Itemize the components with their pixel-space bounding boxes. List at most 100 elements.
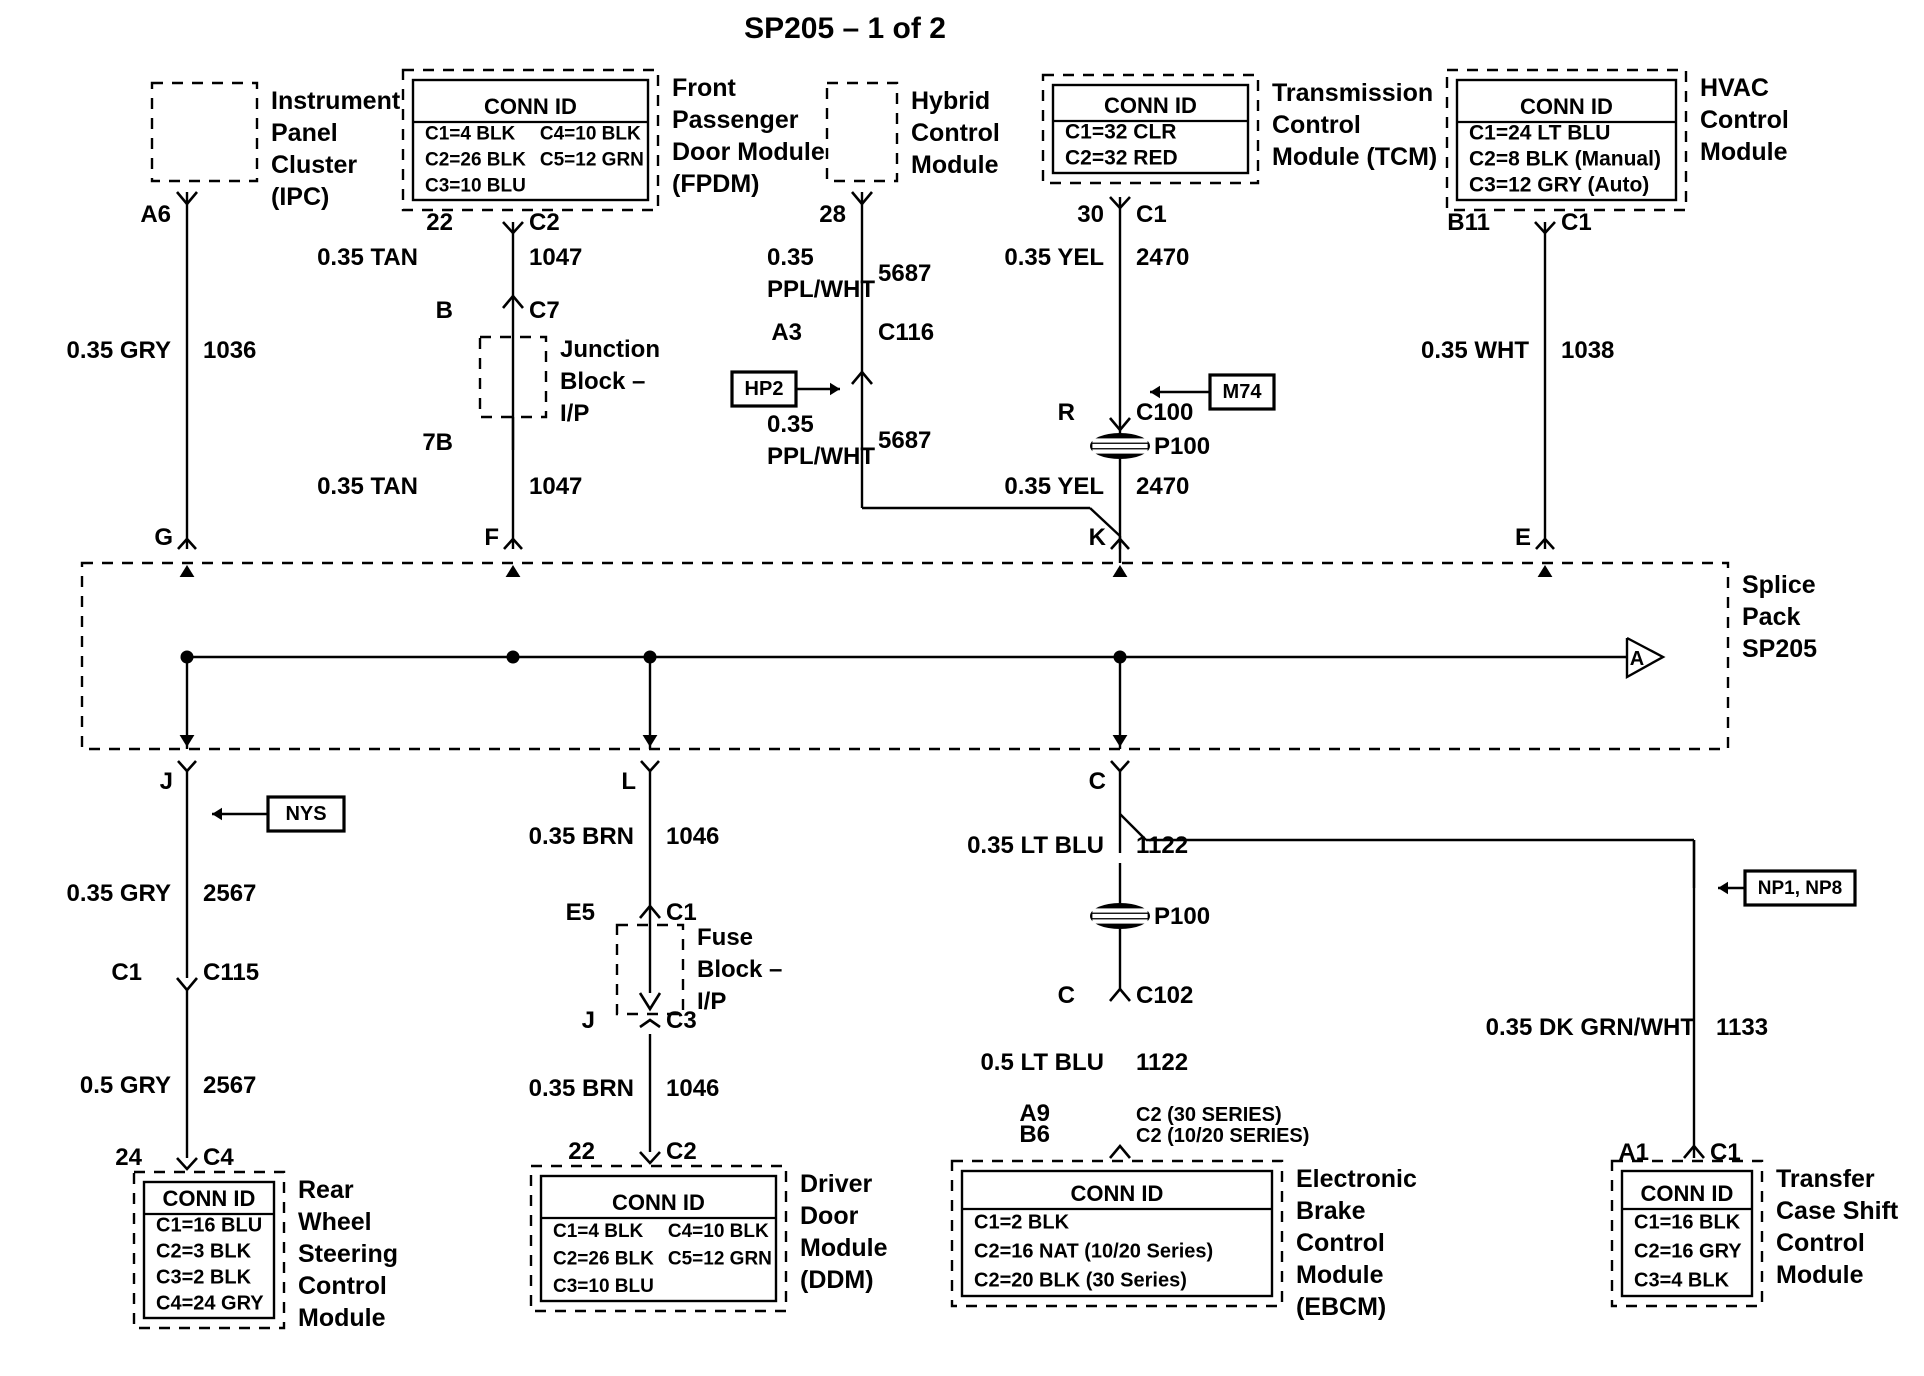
svg-text:Fuse: Fuse xyxy=(697,924,753,951)
svg-text:2567: 2567 xyxy=(203,1072,256,1099)
svg-text:Transfer: Transfer xyxy=(1776,1165,1875,1193)
svg-text:7B: 7B xyxy=(422,429,453,456)
svg-text:C4=10 BLK: C4=10 BLK xyxy=(540,124,641,145)
svg-text:30: 30 xyxy=(1077,201,1104,228)
svg-text:0.5 LT BLU: 0.5 LT BLU xyxy=(980,1049,1104,1076)
svg-text:C115: C115 xyxy=(203,959,259,986)
svg-text:CONN ID: CONN ID xyxy=(163,1186,256,1211)
svg-text:C4=10 BLK: C4=10 BLK xyxy=(668,1221,769,1242)
svg-text:Wheel: Wheel xyxy=(298,1208,372,1236)
svg-text:R: R xyxy=(1058,399,1075,426)
svg-text:C: C xyxy=(1089,768,1106,795)
svg-text:CONN ID: CONN ID xyxy=(612,1190,705,1215)
svg-text:C100: C100 xyxy=(1136,399,1193,426)
svg-text:0.5 GRY: 0.5 GRY xyxy=(80,1072,171,1099)
svg-text:1122: 1122 xyxy=(1136,1049,1188,1076)
svg-text:C3: C3 xyxy=(666,1007,697,1034)
svg-text:Module (TCM): Module (TCM) xyxy=(1272,143,1437,171)
svg-text:Block –: Block – xyxy=(697,956,782,983)
svg-text:0.35 GRY: 0.35 GRY xyxy=(67,880,172,907)
svg-text:1036: 1036 xyxy=(203,337,256,364)
svg-text:C3=10 BLU: C3=10 BLU xyxy=(425,176,526,197)
svg-text:C102: C102 xyxy=(1136,982,1193,1009)
svg-text:Passenger: Passenger xyxy=(672,106,799,134)
svg-text:C3=12 GRY (Auto): C3=12 GRY (Auto) xyxy=(1469,174,1649,197)
svg-text:1038: 1038 xyxy=(1561,337,1614,364)
svg-text:C3=4 BLK: C3=4 BLK xyxy=(1634,1270,1730,1292)
svg-text:5687: 5687 xyxy=(878,260,931,287)
svg-text:C2=32 RED: C2=32 RED xyxy=(1065,147,1178,170)
svg-text:C2: C2 xyxy=(529,209,560,236)
svg-text:Pack: Pack xyxy=(1742,603,1800,631)
svg-text:Instrument: Instrument xyxy=(271,87,401,115)
svg-text:Case Shift: Case Shift xyxy=(1776,1197,1899,1225)
svg-text:C116: C116 xyxy=(878,319,934,346)
svg-text:5687: 5687 xyxy=(878,427,931,454)
svg-text:Cluster: Cluster xyxy=(271,151,357,179)
svg-text:0.35 BRN: 0.35 BRN xyxy=(529,823,634,850)
svg-text:22: 22 xyxy=(426,209,453,236)
svg-text:C2=26 BLK: C2=26 BLK xyxy=(425,150,526,171)
svg-text:CONN ID: CONN ID xyxy=(1104,93,1197,118)
svg-text:Control: Control xyxy=(1700,106,1789,134)
svg-text:1133: 1133 xyxy=(1716,1014,1768,1041)
svg-text:E5: E5 xyxy=(566,899,595,926)
svg-text:1122: 1122 xyxy=(1136,832,1188,859)
svg-text:C4=24 GRY: C4=24 GRY xyxy=(156,1293,264,1315)
svg-text:2470: 2470 xyxy=(1136,244,1189,271)
svg-text:CONN ID: CONN ID xyxy=(1520,94,1613,119)
svg-text:Module: Module xyxy=(298,1304,386,1332)
svg-text:C1: C1 xyxy=(1561,209,1592,236)
svg-text:Driver: Driver xyxy=(800,1170,873,1198)
svg-text:C5=12 GRN: C5=12 GRN xyxy=(540,150,644,171)
svg-text:Splice: Splice xyxy=(1742,571,1816,599)
svg-text:(IPC): (IPC) xyxy=(271,183,329,211)
svg-text:M74: M74 xyxy=(1223,381,1263,403)
svg-text:1046: 1046 xyxy=(666,823,719,850)
svg-text:28: 28 xyxy=(819,201,846,228)
svg-text:Control: Control xyxy=(1272,111,1361,139)
svg-text:1046: 1046 xyxy=(666,1075,719,1102)
svg-text:Rear: Rear xyxy=(298,1176,354,1204)
svg-text:Module: Module xyxy=(911,151,999,179)
svg-text:C7: C7 xyxy=(529,297,560,324)
svg-text:J: J xyxy=(582,1007,595,1034)
svg-text:1047: 1047 xyxy=(529,244,582,271)
svg-text:CONN ID: CONN ID xyxy=(1641,1181,1734,1206)
svg-text:1047: 1047 xyxy=(529,473,582,500)
svg-text:0.35 TAN: 0.35 TAN xyxy=(317,473,418,500)
svg-text:(EBCM): (EBCM) xyxy=(1296,1293,1386,1321)
svg-text:CONN ID: CONN ID xyxy=(484,94,577,119)
svg-text:0.35 DK GRN/WHT: 0.35 DK GRN/WHT xyxy=(1486,1014,1696,1041)
svg-text:C1: C1 xyxy=(111,959,142,986)
svg-text:0.35 YEL: 0.35 YEL xyxy=(1004,473,1104,500)
svg-text:C2=16 GRY: C2=16 GRY xyxy=(1634,1241,1742,1263)
svg-text:0.35 WHT: 0.35 WHT xyxy=(1421,337,1529,364)
svg-text:0.35 TAN: 0.35 TAN xyxy=(317,244,418,271)
svg-text:2470: 2470 xyxy=(1136,473,1189,500)
svg-text:Module: Module xyxy=(1296,1261,1384,1289)
svg-text:Front: Front xyxy=(672,74,737,102)
svg-text:Door: Door xyxy=(800,1202,859,1230)
svg-text:P100: P100 xyxy=(1154,903,1210,930)
svg-text:C1=16 BLK: C1=16 BLK xyxy=(1634,1212,1741,1234)
svg-text:24: 24 xyxy=(115,1144,142,1171)
svg-text:C2=20 BLK (30 Series): C2=20 BLK (30 Series) xyxy=(974,1270,1187,1292)
svg-text:Block –: Block – xyxy=(560,368,645,395)
svg-text:SP205 – 1 of 2: SP205 – 1 of 2 xyxy=(744,12,946,45)
svg-text:0.35 LT BLU: 0.35 LT BLU xyxy=(967,832,1104,859)
svg-text:C2=26 BLK: C2=26 BLK xyxy=(553,1249,654,1270)
svg-text:Module: Module xyxy=(1776,1261,1864,1289)
svg-text:J: J xyxy=(160,768,173,795)
svg-text:C3=10 BLU: C3=10 BLU xyxy=(553,1276,654,1297)
svg-text:0.35 YEL: 0.35 YEL xyxy=(1004,244,1104,271)
svg-text:Brake: Brake xyxy=(1296,1197,1366,1225)
svg-text:0.35 BRN: 0.35 BRN xyxy=(529,1075,634,1102)
svg-text:F: F xyxy=(484,524,499,551)
svg-text:HVAC: HVAC xyxy=(1700,74,1769,102)
svg-text:L: L xyxy=(621,768,636,795)
svg-text:I/P: I/P xyxy=(560,400,589,427)
svg-text:Panel: Panel xyxy=(271,119,338,147)
svg-text:Control: Control xyxy=(1776,1229,1865,1257)
svg-text:C3=2 BLK: C3=2 BLK xyxy=(156,1267,252,1289)
